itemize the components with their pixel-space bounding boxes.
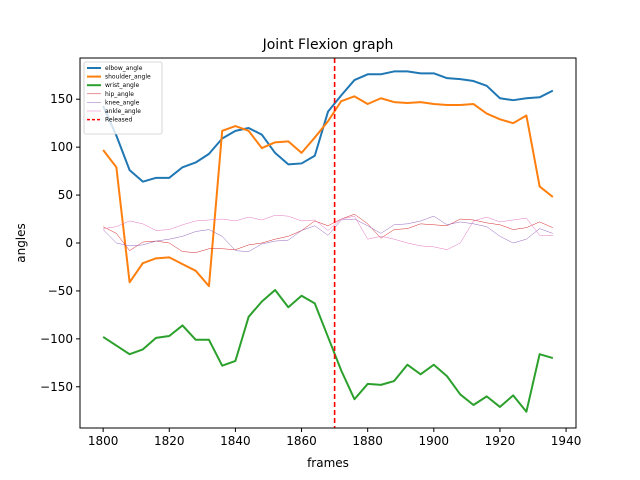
y-tick-label: 50 — [58, 188, 73, 202]
x-tick-label: 1940 — [551, 434, 582, 448]
legend-label: shoulder_angle — [105, 74, 151, 81]
series-line-ankle-angle — [103, 214, 553, 250]
plot-area — [102, 58, 554, 428]
legend-label: hip_angle — [105, 91, 134, 98]
x-axis: 1800 1820 1840 1860 1880 1900 1920 1940 — [88, 428, 581, 448]
y-tick-label: 0 — [65, 236, 73, 250]
legend-label: wrist_angle — [105, 82, 139, 89]
y-tick-label: −150 — [40, 380, 73, 394]
series-line-shoulder-angle — [102, 95, 554, 288]
y-tick-label: 150 — [50, 92, 73, 106]
series-line-wrist-angle — [102, 288, 554, 413]
chart-title: Joint Flexion graph — [262, 37, 394, 53]
x-tick-label: 1840 — [220, 434, 251, 448]
y-tick-label: 100 — [50, 140, 73, 154]
x-tick-label: 1900 — [419, 434, 450, 448]
legend-label: ankle_angle — [105, 108, 141, 115]
x-tick-label: 1800 — [88, 434, 119, 448]
series-line-knee-angle — [102, 215, 553, 252]
legend-label: elbow_angle — [105, 65, 143, 72]
series-line-hip-angle — [103, 213, 553, 253]
legend-box — [83, 61, 163, 135]
y-tick-label: −50 — [48, 284, 73, 298]
x-tick-label: 1860 — [286, 434, 317, 448]
series-line-elbow-angle — [102, 70, 554, 183]
legend-label: Released — [105, 117, 132, 124]
y-tick-label: −100 — [40, 332, 73, 346]
x-tick-label: 1920 — [485, 434, 516, 448]
x-tick-label: 1880 — [352, 434, 383, 448]
x-axis-label: frames — [307, 456, 349, 470]
legend-label: knee_angle — [105, 99, 140, 106]
x-tick-label: 1820 — [154, 434, 185, 448]
y-axis-label: angles — [14, 223, 28, 263]
y-axis: −150 −100 −50 0 50 100 150 — [40, 92, 80, 394]
